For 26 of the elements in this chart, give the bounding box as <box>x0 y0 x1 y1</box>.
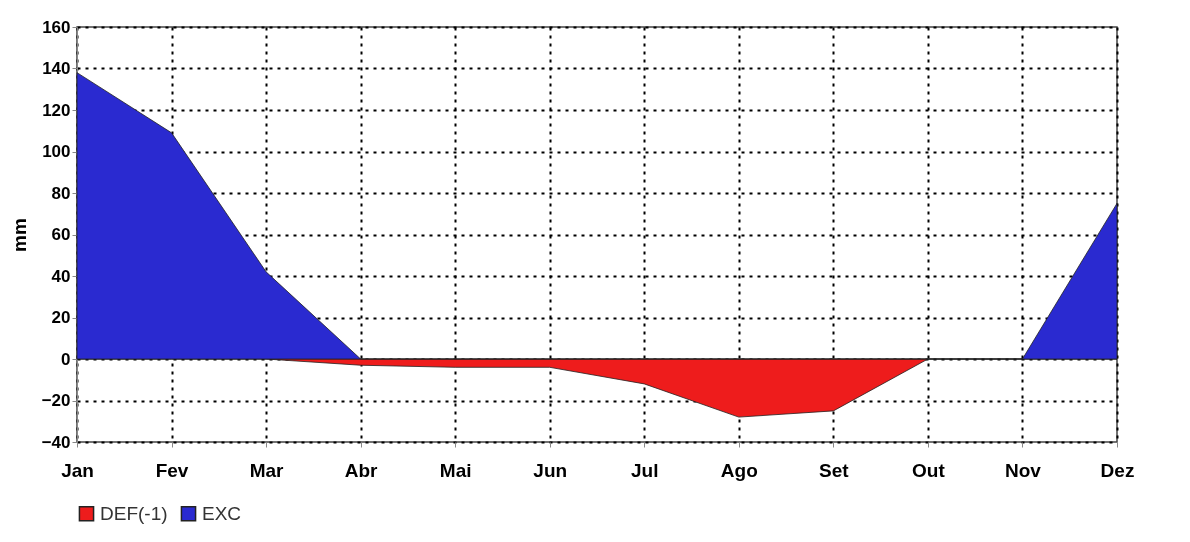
x-tick-label: Abr <box>344 459 379 481</box>
legend-label: EXC <box>202 502 242 524</box>
y-tick-label: 120 <box>42 100 71 120</box>
x-tick-label: Nov <box>1005 459 1042 481</box>
y-tick-label: 0 <box>61 349 71 369</box>
y-tick-label: 60 <box>51 225 71 244</box>
x-tick-label: Out <box>912 459 946 481</box>
y-axis-title: mm <box>8 218 30 252</box>
y-tick-label: 140 <box>42 59 71 78</box>
x-tick-label: Jul <box>631 459 659 481</box>
x-tick-label: Set <box>819 459 850 481</box>
x-tick-label: Jan <box>61 459 94 481</box>
x-tick-label: Fev <box>155 459 189 481</box>
y-tick-label: 100 <box>42 142 71 161</box>
x-tick-label: Mar <box>249 459 285 481</box>
x-tick-label: Ago <box>720 459 758 481</box>
y-tick-label: 40 <box>51 266 71 286</box>
y-tick-label: 20 <box>51 308 71 327</box>
y-tick-label: −40 <box>41 432 71 452</box>
y-tick-label: −20 <box>41 391 71 410</box>
y-tick-label: 80 <box>51 183 71 203</box>
x-tick-label: Jun <box>533 459 568 481</box>
x-tick-label: Dez <box>1100 459 1135 481</box>
legend-label: DEF(-1) <box>100 502 168 524</box>
x-tick-label: Mai <box>439 459 472 481</box>
y-tick-label: 160 <box>42 17 71 37</box>
